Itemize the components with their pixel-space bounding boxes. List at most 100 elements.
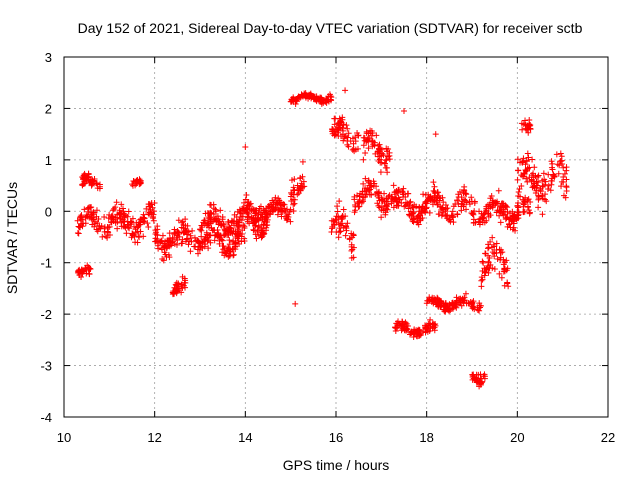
data-point bbox=[539, 183, 546, 190]
data-point bbox=[529, 156, 536, 163]
data-point bbox=[471, 200, 478, 207]
data-point bbox=[160, 257, 167, 264]
data-point bbox=[530, 170, 537, 177]
x-tick-label: 14 bbox=[238, 430, 252, 445]
data-point bbox=[206, 232, 213, 239]
data-point bbox=[270, 206, 277, 213]
data-point bbox=[78, 222, 85, 229]
data-point bbox=[449, 214, 456, 221]
data-point bbox=[505, 283, 512, 290]
data-point bbox=[392, 324, 399, 331]
data-point bbox=[526, 210, 533, 217]
data-point bbox=[134, 177, 141, 184]
data-point bbox=[329, 225, 336, 232]
data-point bbox=[252, 212, 259, 219]
data-point bbox=[248, 215, 255, 222]
data-point bbox=[506, 210, 513, 217]
data-point bbox=[331, 218, 338, 225]
x-tick-label: 16 bbox=[329, 430, 343, 445]
data-point bbox=[102, 233, 109, 240]
y-tick-label: 2 bbox=[45, 101, 52, 116]
data-point bbox=[524, 150, 531, 157]
data-point bbox=[480, 215, 487, 222]
data-point bbox=[474, 306, 481, 313]
data-point bbox=[345, 130, 352, 137]
data-point bbox=[443, 215, 450, 222]
data-point bbox=[197, 244, 204, 251]
data-point bbox=[301, 183, 308, 190]
data-point bbox=[423, 205, 430, 212]
data-point bbox=[327, 93, 334, 100]
data-point bbox=[180, 230, 187, 237]
data-point bbox=[113, 199, 120, 206]
data-point bbox=[518, 183, 525, 190]
data-point bbox=[93, 207, 100, 214]
data-point bbox=[238, 238, 245, 245]
data-point bbox=[504, 223, 511, 230]
data-point bbox=[148, 201, 155, 208]
data-point bbox=[514, 167, 521, 174]
data-point bbox=[350, 140, 357, 147]
data-point bbox=[219, 216, 226, 223]
data-point bbox=[470, 298, 477, 305]
data-point bbox=[483, 265, 490, 272]
data-point bbox=[336, 198, 343, 205]
data-point bbox=[427, 195, 434, 202]
data-point bbox=[504, 265, 511, 272]
data-point bbox=[365, 145, 372, 152]
data-point bbox=[288, 177, 295, 184]
data-point bbox=[446, 216, 453, 223]
data-point bbox=[393, 195, 400, 202]
data-point bbox=[85, 177, 92, 184]
data-point bbox=[299, 158, 306, 165]
data-point bbox=[548, 164, 555, 171]
data-point bbox=[367, 130, 374, 137]
data-point bbox=[147, 209, 154, 216]
data-point bbox=[377, 169, 384, 176]
data-point bbox=[283, 214, 290, 221]
data-point bbox=[219, 243, 226, 250]
data-point bbox=[228, 228, 235, 235]
data-point bbox=[81, 206, 88, 213]
y-axis-ticks: -4 -3 -2 -1 0 1 2 3 bbox=[40, 50, 608, 425]
data-point bbox=[284, 206, 290, 213]
data-point bbox=[220, 246, 227, 253]
data-point bbox=[292, 100, 299, 107]
data-point bbox=[109, 207, 116, 214]
data-point bbox=[329, 126, 336, 133]
data-point bbox=[491, 253, 498, 260]
data-point bbox=[252, 231, 259, 238]
data-point bbox=[178, 240, 185, 247]
data-point bbox=[523, 158, 530, 165]
data-point bbox=[354, 145, 361, 152]
data-point bbox=[291, 200, 298, 207]
data-point bbox=[496, 270, 503, 277]
data-point bbox=[125, 208, 132, 215]
data-point bbox=[205, 210, 212, 217]
data-point bbox=[339, 124, 346, 131]
data-point bbox=[106, 231, 113, 238]
data-point bbox=[245, 199, 252, 206]
data-point bbox=[235, 237, 242, 244]
data-point bbox=[399, 318, 406, 325]
data-point bbox=[214, 227, 221, 234]
y-tick-label: -2 bbox=[40, 307, 52, 322]
data-point bbox=[520, 121, 527, 128]
data-point bbox=[480, 259, 487, 266]
data-point bbox=[431, 327, 438, 334]
data-point bbox=[356, 199, 363, 206]
data-point bbox=[116, 210, 123, 217]
data-point bbox=[122, 212, 129, 219]
data-point bbox=[226, 237, 233, 244]
data-point bbox=[182, 277, 189, 284]
data-point bbox=[358, 199, 365, 206]
data-point bbox=[481, 210, 488, 217]
data-point bbox=[249, 205, 256, 212]
data-point bbox=[342, 87, 349, 94]
data-point bbox=[356, 193, 363, 200]
data-point bbox=[383, 206, 390, 213]
data-point bbox=[507, 224, 514, 231]
data-point bbox=[454, 211, 461, 218]
data-point bbox=[382, 157, 389, 164]
